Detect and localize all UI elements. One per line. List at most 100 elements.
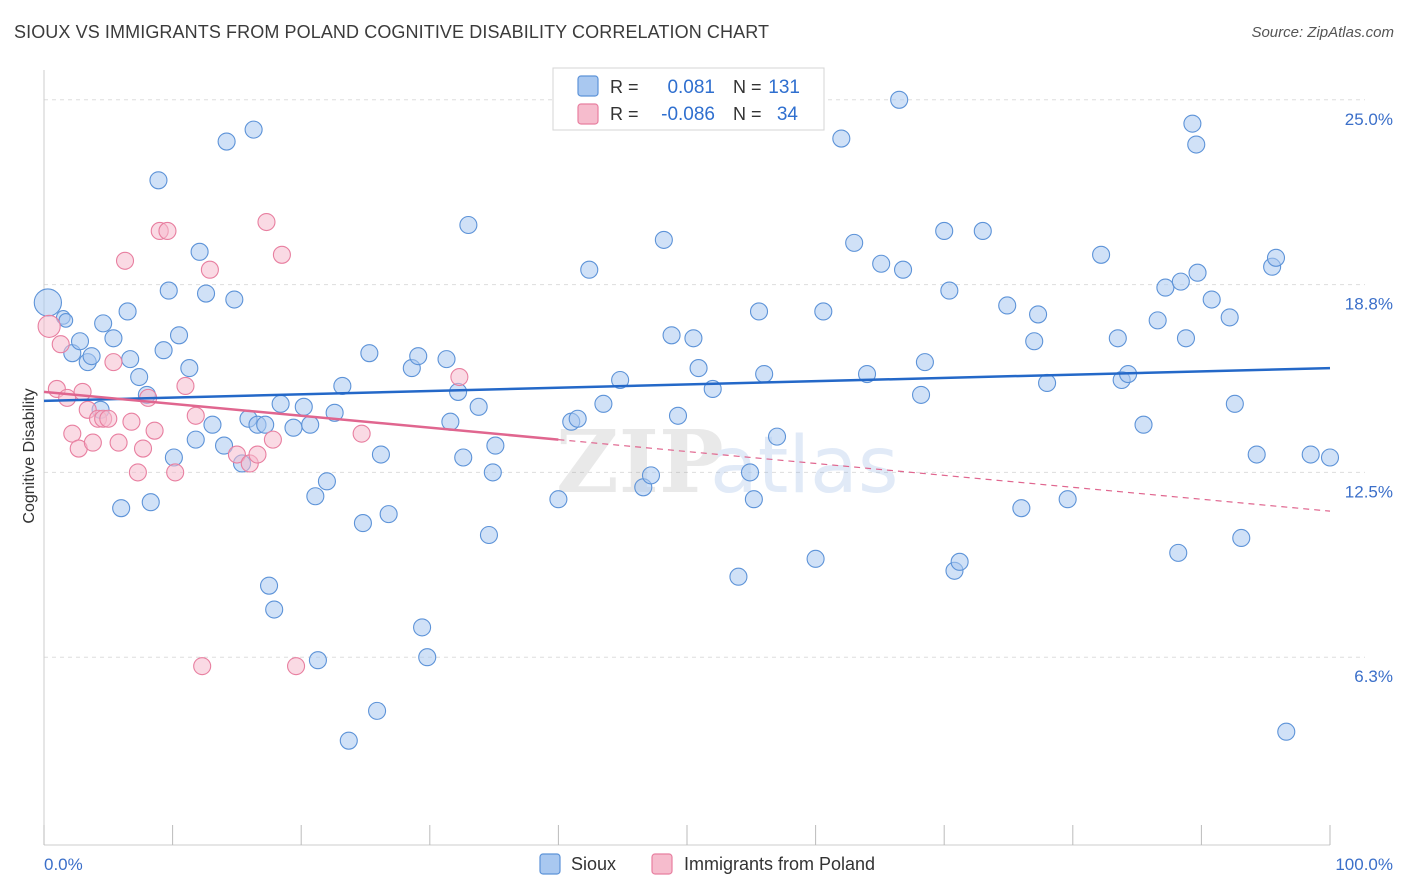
stats-r-value-1: 0.081 (667, 77, 715, 98)
sioux-point-98 (950, 552, 969, 571)
sioux-point-28 (225, 290, 244, 309)
stats-swatch-sioux (577, 75, 599, 97)
sioux-point-128 (1320, 448, 1340, 467)
sioux-point-53 (413, 618, 432, 637)
poland-point-27 (227, 445, 246, 464)
sioux-point-43 (325, 403, 344, 422)
sioux-point-79 (729, 567, 748, 586)
sioux-point-88 (845, 233, 864, 252)
sioux-point-50 (379, 505, 398, 524)
sioux-point-33 (256, 415, 275, 434)
chart-title: SIOUX VS IMMIGRANTS FROM POLAND COGNITIV… (14, 22, 770, 42)
sioux-point-89 (857, 364, 877, 384)
sioux-point-101 (1012, 499, 1031, 518)
sioux-point-31 (244, 120, 263, 139)
sioux-point-48 (368, 701, 387, 720)
y-tick-label-3: 25.0% (1345, 110, 1393, 129)
watermark: ZIP atlas (556, 412, 899, 513)
sioux-point-54 (418, 648, 437, 667)
sioux-point-74 (662, 326, 681, 345)
sioux-point-11 (118, 302, 137, 321)
sioux-point-95 (935, 221, 954, 241)
y-axis-label: Cognitive Disability (21, 388, 38, 523)
legend: Sioux Immigrants from Poland (539, 853, 875, 875)
poland-point-21 (158, 221, 177, 241)
sioux-point-127 (1301, 445, 1320, 464)
sioux-point-110 (1134, 415, 1153, 434)
sioux-point-93 (912, 385, 931, 404)
legend-label-poland: Immigrants from Poland (684, 854, 875, 874)
sioux-point-102 (1025, 332, 1044, 351)
poland-point-33 (287, 657, 306, 676)
sioux-point-63 (486, 436, 505, 455)
sioux-point-10 (112, 499, 131, 518)
legend-label-sioux: Sioux (571, 854, 616, 874)
sioux-point-84 (767, 427, 787, 446)
sioux-point-77 (689, 359, 708, 378)
sioux-point-24 (196, 284, 216, 303)
sioux-point-100 (998, 296, 1017, 315)
sioux-point-6 (82, 347, 101, 366)
sioux-point-56 (441, 412, 460, 431)
sioux-point-9 (104, 329, 123, 348)
poland-point-29 (248, 445, 267, 464)
sioux-point-21 (180, 359, 199, 378)
sioux-point-62 (483, 463, 502, 482)
sioux-point-105 (1058, 490, 1077, 509)
sioux-point-61 (479, 525, 499, 545)
y-tick-label-2: 18.8% (1345, 295, 1393, 314)
poland-point-3 (58, 388, 77, 407)
sioux-point-17 (154, 341, 173, 360)
sioux-trend-line (43, 366, 1331, 403)
sioux-point-120 (1220, 308, 1239, 327)
stats-swatch-poland (577, 103, 599, 125)
poland-trend-extension (558, 439, 1331, 512)
sioux-point-73 (654, 230, 673, 249)
poland-point-23 (176, 376, 195, 396)
sioux-point-39 (301, 415, 320, 434)
sioux-point-46 (353, 514, 372, 533)
sioux-point-60 (469, 397, 488, 416)
sioux-point-59 (459, 215, 478, 235)
stats-r-label-2: R = (610, 104, 639, 124)
poland-point-0 (37, 314, 61, 338)
sioux-point-125 (1266, 248, 1286, 267)
sioux-point-64 (549, 490, 568, 509)
x-tick-label-1: 100.0% (1335, 855, 1393, 874)
sioux-point-23 (190, 242, 209, 261)
sioux-point-16 (149, 171, 168, 190)
poland-point-2 (51, 335, 70, 354)
sioux-point-115 (1176, 329, 1196, 348)
sioux-point-82 (749, 302, 769, 321)
sioux-point-58 (454, 448, 473, 467)
sioux-point-72 (641, 466, 661, 485)
legend-swatch-poland (651, 853, 673, 875)
sioux-point-36 (271, 394, 290, 413)
watermark-zip: ZIP (556, 412, 724, 513)
sioux-point-41 (308, 651, 327, 670)
y-tick-label-0: 6.3% (1354, 667, 1393, 686)
poland-point-22 (166, 463, 185, 482)
trend-lines (43, 366, 1331, 512)
sioux-point-34 (259, 576, 279, 595)
sioux-points (33, 90, 1340, 750)
grid-lines (44, 99, 1365, 658)
sioux-point-47 (360, 344, 379, 363)
poland-point-13 (109, 433, 128, 452)
sioux-point-15 (141, 493, 160, 512)
sioux-point-66 (568, 409, 587, 428)
y-tick-label-1: 12.5% (1345, 482, 1393, 501)
poland-point-24 (186, 406, 205, 425)
sioux-point-104 (1038, 373, 1057, 393)
sioux-point-94 (915, 353, 934, 372)
sioux-point-75 (668, 406, 688, 425)
axes (43, 70, 1331, 846)
x-tick-labels: 0.0% 100.0% (44, 855, 1393, 874)
y-tick-labels: 6.3% 12.5% 18.8% 25.0% (1345, 110, 1393, 686)
sioux-point-85 (806, 549, 825, 568)
sioux-point-114 (1171, 272, 1190, 291)
sioux-point-80 (740, 463, 760, 482)
sioux-point-20 (169, 326, 189, 345)
sioux-point-40 (306, 487, 325, 506)
sioux-point-68 (594, 394, 613, 413)
